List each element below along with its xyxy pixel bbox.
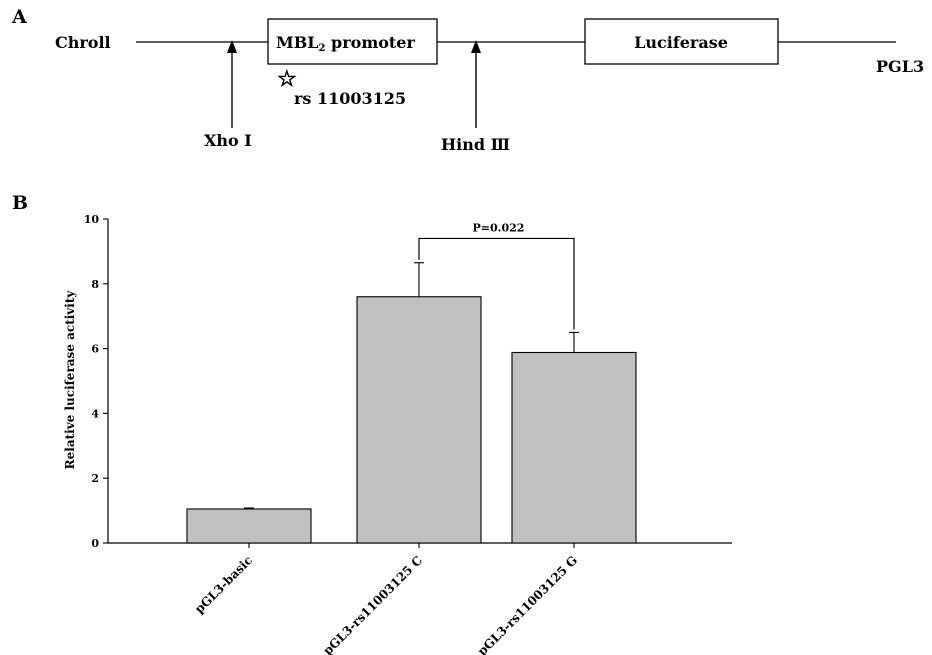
x-tick-label: pGL3-basic — [192, 553, 255, 616]
panel-a: A Chroll MBL2 promoter Luciferase PGL3 ☆… — [11, 6, 924, 154]
significance-label: P=0.022 — [473, 221, 525, 234]
significance-bracket — [418, 237, 575, 330]
xho-label: Xho Ⅰ — [204, 131, 252, 150]
y-tick-label: 4 — [91, 407, 99, 420]
y-axis-label: Relative luciferase activity — [63, 290, 77, 470]
bar — [186, 508, 312, 544]
panel-b: B Relative luciferase activity 0 2 4 6 8 10 pG… — [12, 192, 732, 655]
x-tick-label: pGL3-rs11003125 C — [320, 553, 425, 655]
promoter-label-main: MBL — [276, 33, 318, 52]
y-tick-label: 0 — [91, 537, 99, 550]
xho-arrow-head-icon — [227, 40, 237, 53]
y-tick-label: 6 — [91, 343, 99, 356]
vector-label: PGL3 — [876, 57, 924, 76]
panel-b-label: B — [12, 192, 28, 214]
y-tick-label: 8 — [91, 278, 99, 291]
luciferase-label: Luciferase — [634, 33, 728, 52]
bar — [511, 351, 637, 544]
bar — [356, 296, 482, 544]
bar-chart: 0 2 4 6 8 10 pGL3-basic pGL3-rs11003125 C pGL3-r… — [84, 213, 732, 655]
hind-label: Hind Ⅲ — [441, 135, 510, 154]
chromosome-label: Chroll — [55, 33, 111, 52]
hind-arrow-head-icon — [471, 40, 481, 53]
snp-label: rs 11003125 — [294, 89, 406, 108]
panel-a-label: A — [11, 6, 27, 28]
y-tick-label: 10 — [84, 213, 100, 226]
luciferase-box — [584, 18, 779, 65]
promoter-label-rest: promoter — [325, 33, 415, 52]
promoter-box — [267, 18, 438, 65]
promoter-label: MBL2 promoter — [276, 33, 415, 54]
x-tick-label: pGL3-rs11003125 G — [475, 553, 580, 655]
y-tick-label: 2 — [91, 472, 99, 485]
snp-star-icon: ☆ — [277, 66, 297, 92]
promoter-label-sub: 2 — [318, 43, 325, 54]
